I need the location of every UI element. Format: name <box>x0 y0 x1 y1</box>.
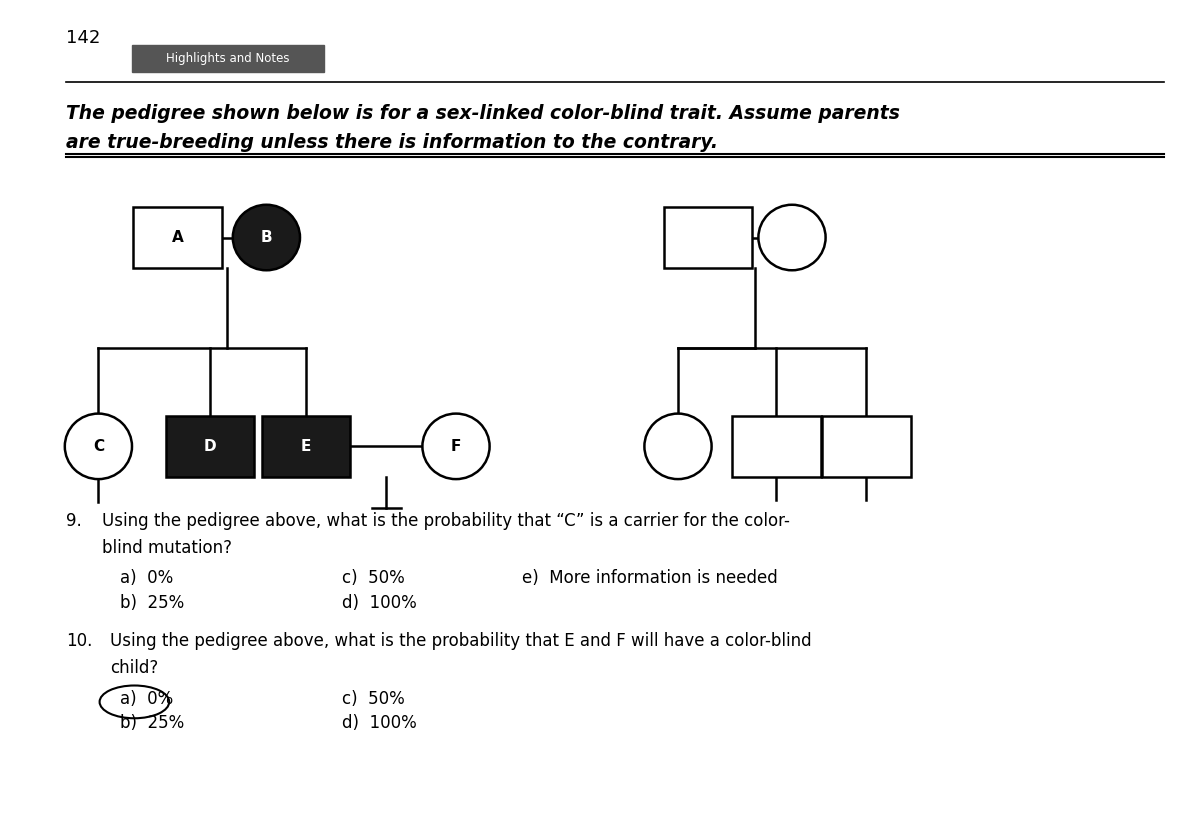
Bar <box>133 207 222 268</box>
Text: Using the pedigree above, what is the probability that E and F will have a color: Using the pedigree above, what is the pr… <box>110 632 812 650</box>
Text: 10.: 10. <box>66 632 92 650</box>
Bar <box>664 207 752 268</box>
Text: a)  0%: a) 0% <box>120 569 173 587</box>
Text: The pedigree shown below is for a sex-linked color-blind trait. Assume parents: The pedigree shown below is for a sex-li… <box>66 104 900 123</box>
Text: 9.: 9. <box>66 512 82 530</box>
Text: B: B <box>260 230 272 245</box>
Text: d)  100%: d) 100% <box>342 594 416 612</box>
Text: Highlights and Notes: Highlights and Notes <box>167 52 289 66</box>
Bar <box>166 416 254 477</box>
Text: e)  More information is needed: e) More information is needed <box>522 569 778 587</box>
Text: C: C <box>92 439 104 454</box>
Text: a)  0%: a) 0% <box>120 690 173 708</box>
Text: F: F <box>451 439 461 454</box>
Bar <box>822 416 911 477</box>
Text: c)  50%: c) 50% <box>342 690 404 708</box>
Ellipse shape <box>758 205 826 270</box>
Text: b)  25%: b) 25% <box>120 714 185 732</box>
Text: b)  25%: b) 25% <box>120 594 185 612</box>
Text: d)  100%: d) 100% <box>342 714 416 732</box>
Bar <box>132 45 324 73</box>
Ellipse shape <box>233 205 300 270</box>
Text: E: E <box>301 439 311 454</box>
Bar <box>732 416 821 477</box>
Ellipse shape <box>422 414 490 479</box>
Text: child?: child? <box>110 659 158 677</box>
Text: A: A <box>172 230 184 245</box>
Ellipse shape <box>644 414 712 479</box>
Text: blind mutation?: blind mutation? <box>102 539 232 557</box>
Bar <box>262 416 350 477</box>
Text: Using the pedigree above, what is the probability that “C” is a carrier for the : Using the pedigree above, what is the pr… <box>102 512 790 530</box>
Text: D: D <box>204 439 216 454</box>
Ellipse shape <box>65 414 132 479</box>
Text: 142: 142 <box>66 29 101 47</box>
Text: c)  50%: c) 50% <box>342 569 404 587</box>
Text: are true-breeding unless there is information to the contrary.: are true-breeding unless there is inform… <box>66 133 718 152</box>
